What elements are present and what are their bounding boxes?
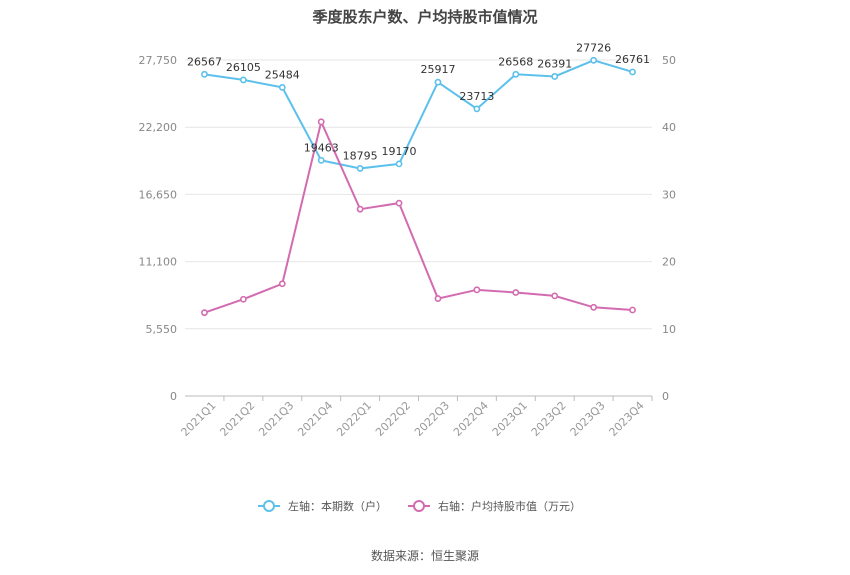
- x-axis-tick-label: 2023Q1: [490, 399, 530, 439]
- data-point: [356, 205, 364, 213]
- data-label: 19170: [382, 145, 417, 158]
- data-point: [434, 78, 442, 86]
- data-point: [278, 84, 286, 91]
- data-point: [317, 156, 325, 164]
- left-axis-tick-label: 27,750: [139, 54, 178, 67]
- data-point: [317, 118, 325, 126]
- right-axis-tick-label: 10: [662, 323, 676, 336]
- data-label: 19463: [304, 141, 339, 154]
- data-point: [395, 160, 403, 168]
- left-axis-tick-label: 22,200: [139, 121, 178, 134]
- legend-label: 左轴：本期数（户）: [288, 499, 387, 513]
- left-axis-tick-label: 16,650: [139, 188, 178, 201]
- x-axis-tick-label: 2023Q4: [607, 399, 647, 439]
- data-point: [201, 309, 208, 317]
- right-axis-tick-label: 50: [662, 54, 676, 67]
- data-point: [629, 306, 636, 314]
- right-axis-tick-label: 30: [662, 188, 676, 201]
- left-axis-tick-label: 5,550: [146, 323, 178, 336]
- x-axis-tick-label: 2023Q2: [529, 399, 569, 439]
- data-point: [278, 280, 286, 288]
- x-axis-tick-label: 2022Q2: [373, 399, 413, 439]
- legend-marker: [413, 500, 425, 512]
- data-label: 26568: [498, 55, 533, 68]
- data-point: [551, 292, 559, 300]
- right-axis-tick-label: 20: [662, 256, 676, 269]
- data-label: 26391: [537, 57, 572, 70]
- legend-marker: [263, 500, 275, 512]
- x-axis-tick-label: 2021Q2: [217, 399, 257, 439]
- data-label: 18795: [343, 149, 378, 162]
- chart-title: 季度股东户数、户均持股市值情况: [312, 8, 538, 26]
- x-axis-tick-label: 2022Q4: [451, 399, 491, 439]
- x-axis-tick-label: 2021Q4: [295, 399, 335, 439]
- x-axis-tick-label: 2022Q3: [412, 399, 452, 439]
- data-point: [356, 165, 364, 172]
- series-line-holders: [204, 59, 633, 170]
- data-point: [434, 295, 442, 302]
- right-axis-tick-label: 0: [662, 390, 669, 403]
- x-axis-tick-label: 2022Q1: [334, 399, 374, 439]
- data-label: 26105: [226, 61, 261, 74]
- data-label: 25484: [265, 68, 300, 81]
- left-axis-tick-label: 11,100: [139, 256, 178, 269]
- series-line-market-value: [204, 118, 633, 314]
- data-label: 26761: [615, 53, 650, 66]
- data-point: [590, 56, 598, 64]
- data-point: [512, 70, 520, 78]
- data-point: [473, 286, 481, 294]
- data-point: [512, 289, 520, 296]
- data-point: [473, 105, 481, 113]
- data-point: [239, 76, 247, 84]
- left-axis-tick-label: 0: [170, 390, 177, 403]
- legend-label: 右轴：户均持股市值（万元）: [438, 499, 581, 513]
- data-label: 26567: [187, 55, 222, 68]
- data-point: [551, 73, 559, 80]
- data-point: [201, 70, 208, 78]
- data-point: [590, 303, 598, 311]
- data-point: [629, 68, 636, 76]
- data-label: 27726: [576, 41, 611, 54]
- data-source: 数据来源：恒生聚源: [370, 549, 479, 563]
- data-label: 25917: [420, 63, 455, 76]
- x-axis-tick-label: 2023Q3: [568, 399, 608, 439]
- data-point: [239, 295, 247, 303]
- data-label: 23713: [459, 90, 494, 103]
- x-axis-tick-label: 2021Q3: [256, 399, 296, 439]
- data-point: [395, 199, 403, 207]
- right-axis-tick-label: 40: [662, 121, 676, 134]
- x-axis-tick-label: 2021Q1: [179, 399, 219, 439]
